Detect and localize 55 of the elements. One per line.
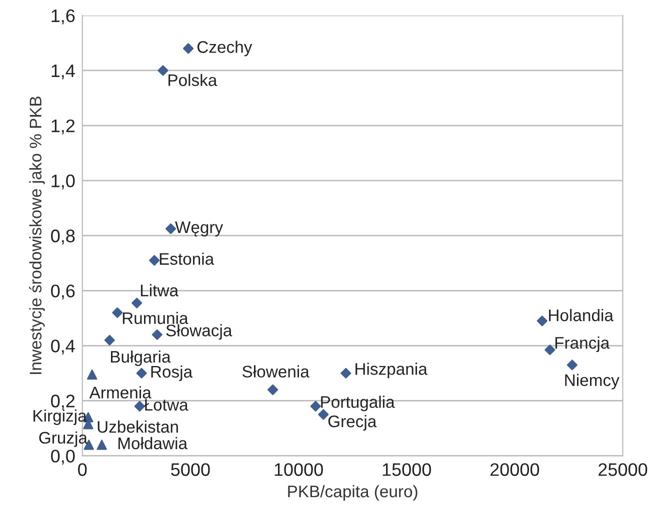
point <box>268 384 278 396</box>
point <box>544 344 556 356</box>
y-tick-label: 1,6 <box>52 9 75 24</box>
point <box>310 400 321 412</box>
annotation: Gruzja <box>39 431 88 447</box>
point <box>536 316 548 326</box>
annotation: Litwa <box>140 284 179 296</box>
point <box>158 65 168 76</box>
annotation: Węgry <box>175 222 224 236</box>
x-tick-label: 15000 <box>382 463 432 476</box>
annotation: Mołdawia <box>118 437 188 450</box>
y-tick-label: 0,6 <box>51 284 75 300</box>
annotation: Niemcy <box>565 374 620 390</box>
point <box>182 43 194 54</box>
y-axis-title: Inwestycje środowiskowe jako % PKB <box>29 96 45 374</box>
annotation: Rumunia <box>122 312 188 324</box>
x-tick-label: 10000 <box>274 463 323 476</box>
annotation: Uzbekistan <box>98 420 178 433</box>
x-tick-label: 20000 <box>490 463 540 476</box>
annotation: Rosja <box>151 365 193 381</box>
point <box>340 368 352 379</box>
y-tick-label: 0,2 <box>51 394 75 410</box>
annotation: Hiszpania <box>356 362 428 378</box>
x-tick-label: 0 <box>78 463 87 476</box>
point <box>104 334 115 346</box>
annotation: Francja <box>555 336 610 352</box>
x-tick-label: 5000 <box>171 463 210 476</box>
point <box>566 360 578 370</box>
point <box>134 400 145 412</box>
point <box>112 307 123 318</box>
point <box>136 368 147 379</box>
point <box>87 370 98 380</box>
y-tick-label: 0,0 <box>51 450 75 465</box>
annotation: Czechy <box>197 40 252 56</box>
y-tick-label: 0,4 <box>51 340 75 355</box>
annotation: Łotwa <box>144 399 188 411</box>
y-tick-label: 1,4 <box>52 64 75 80</box>
point <box>152 329 162 340</box>
point <box>132 298 142 308</box>
annotation: Słowacja <box>166 324 232 340</box>
y-tick-label: 0,8 <box>51 230 75 244</box>
x-tick-label: 25000 <box>598 463 648 476</box>
point <box>96 440 107 450</box>
annotation: Grecja <box>328 415 377 431</box>
annotation: Estonia <box>160 252 214 265</box>
annotation: Polska <box>168 74 218 86</box>
annotation: Holandia <box>549 308 614 322</box>
point <box>149 255 160 266</box>
annotation: Armenia <box>89 386 152 399</box>
annotation: Bułgaria <box>110 350 171 366</box>
annotation: Portugalia <box>321 396 395 412</box>
x-axis-title: PKB/capita (euro) <box>288 485 418 501</box>
annotation: Słowenia <box>242 365 310 378</box>
y-tick-label: 1,2 <box>52 119 75 134</box>
y-tick-label: 1,0 <box>52 174 75 190</box>
